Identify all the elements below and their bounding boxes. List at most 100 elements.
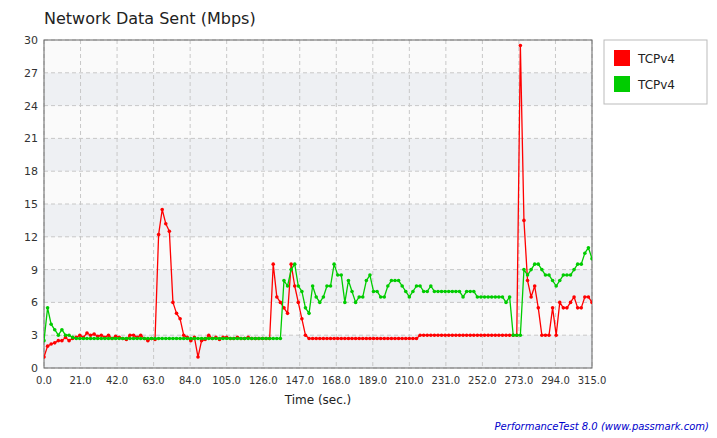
point — [540, 268, 544, 272]
point — [228, 337, 232, 341]
band — [44, 73, 592, 106]
point — [465, 333, 469, 337]
point — [375, 337, 379, 341]
point — [211, 337, 215, 341]
point — [436, 333, 440, 337]
point — [196, 337, 200, 341]
point — [125, 337, 129, 341]
point — [569, 301, 573, 305]
legend-label: TCPv4 — [637, 52, 675, 66]
point — [422, 290, 426, 294]
point — [554, 333, 558, 337]
point — [379, 337, 383, 341]
point — [554, 284, 558, 288]
point — [110, 337, 114, 341]
point — [78, 333, 82, 337]
point — [400, 284, 404, 288]
point — [343, 301, 347, 305]
point — [472, 290, 476, 294]
grid-line — [409, 40, 410, 368]
point — [307, 312, 311, 316]
point — [454, 290, 458, 294]
y-tick-label: 3 — [31, 329, 38, 342]
legend-swatch — [614, 76, 630, 92]
point — [447, 290, 451, 294]
point — [451, 290, 455, 294]
grid-line — [80, 40, 81, 368]
grid-line — [44, 171, 592, 172]
point — [150, 337, 154, 341]
point — [49, 322, 53, 326]
point — [160, 208, 164, 212]
point — [447, 333, 451, 337]
point — [271, 337, 275, 341]
point — [67, 339, 71, 343]
point — [425, 290, 429, 294]
point — [297, 284, 301, 288]
point — [218, 337, 222, 341]
point — [379, 295, 383, 299]
point — [203, 337, 207, 341]
point — [107, 337, 111, 341]
point — [178, 337, 182, 341]
legend-label: TCPv4 — [637, 78, 675, 92]
point — [89, 333, 93, 337]
point — [443, 333, 447, 337]
point — [522, 268, 526, 272]
point — [490, 295, 494, 299]
y-tick-label: 18 — [24, 165, 38, 178]
point — [221, 337, 225, 341]
point — [476, 333, 480, 337]
title: Network Data Sent (Mbps) — [44, 9, 256, 28]
point — [486, 333, 490, 337]
point — [74, 337, 78, 341]
point — [468, 333, 472, 337]
point — [472, 333, 476, 337]
point — [332, 262, 336, 266]
point — [365, 279, 369, 283]
point — [372, 337, 376, 341]
point — [465, 290, 469, 294]
point — [304, 306, 308, 310]
point — [415, 284, 419, 288]
annotation: PerformanceTest 8.0 (www.passmark.com) — [495, 421, 709, 432]
point — [164, 222, 168, 226]
grid-line — [226, 40, 227, 368]
point — [271, 262, 275, 266]
point — [490, 333, 494, 337]
point — [547, 273, 551, 277]
point — [368, 337, 372, 341]
point — [53, 328, 57, 332]
point — [533, 262, 537, 266]
point — [386, 337, 390, 341]
band — [44, 204, 592, 237]
x-tick-label: 231.0 — [432, 375, 461, 386]
point — [583, 295, 587, 299]
point — [164, 337, 168, 341]
point — [318, 301, 322, 305]
point — [497, 333, 501, 337]
point — [425, 333, 429, 337]
grid-line — [44, 236, 592, 237]
point — [433, 290, 437, 294]
point — [135, 337, 139, 341]
point — [354, 337, 358, 341]
point — [214, 337, 218, 341]
point — [547, 333, 551, 337]
point — [461, 333, 465, 337]
point — [264, 337, 268, 341]
x-tick-label: 63.0 — [142, 375, 164, 386]
point — [139, 333, 143, 337]
point — [243, 337, 247, 341]
point — [128, 333, 132, 337]
series-line — [44, 45, 592, 357]
point — [451, 333, 455, 337]
point — [493, 333, 497, 337]
point — [178, 317, 182, 321]
point — [286, 284, 290, 288]
point — [182, 333, 186, 337]
y-tick-label: 0 — [31, 362, 38, 375]
point — [562, 273, 566, 277]
point — [64, 333, 68, 337]
point — [254, 337, 258, 341]
